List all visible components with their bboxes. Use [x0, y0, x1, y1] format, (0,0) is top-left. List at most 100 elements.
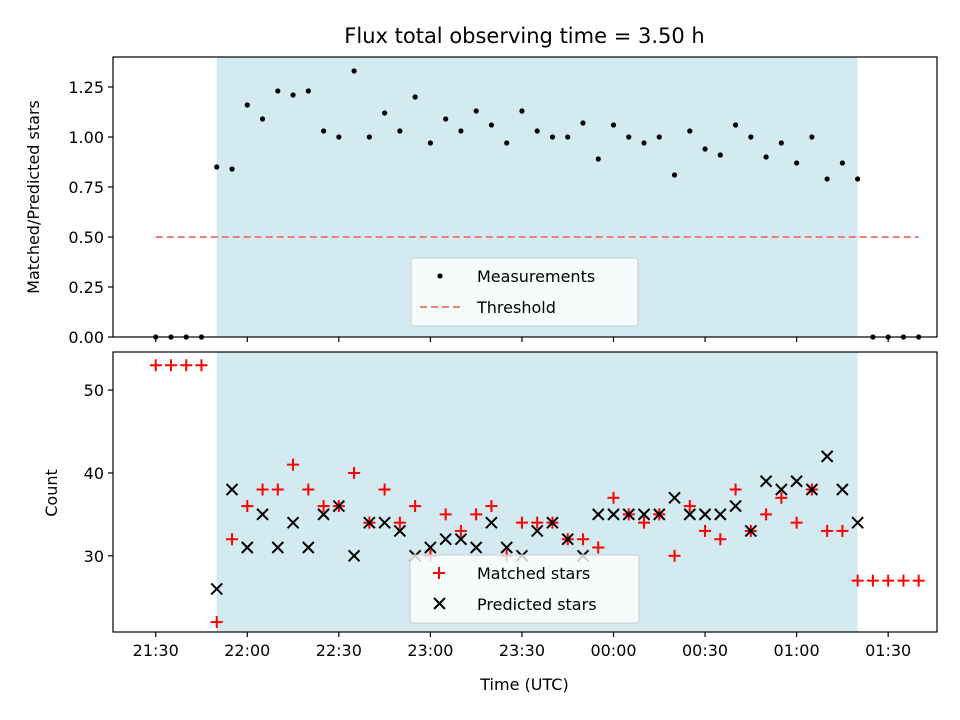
predicted-star-point — [469, 541, 483, 554]
predicted-star-point — [698, 508, 712, 521]
predicted-star-point-b — [485, 516, 498, 529]
matched-star-point — [317, 500, 330, 513]
predicted-star-point-b — [531, 524, 544, 538]
matched-star-point — [210, 616, 223, 629]
matched-star-point — [866, 574, 879, 587]
measurement-point — [809, 134, 815, 140]
measurement-point — [626, 134, 632, 140]
measurement-point — [595, 156, 601, 162]
predicted-star-point-b — [256, 508, 269, 521]
predicted-star-point-b — [805, 483, 819, 496]
predicted-star-point — [393, 524, 407, 538]
predicted-star-point — [286, 516, 300, 529]
x-tick-label: 01:00 — [774, 641, 820, 660]
predicted-star-point — [668, 491, 681, 505]
matched-star-point — [439, 508, 452, 521]
predicted-star-point-b — [592, 508, 605, 521]
y-tick-label: 1.25 — [68, 78, 104, 97]
legend-matched-label: Matched stars — [477, 564, 590, 583]
x-tick-label: 23:30 — [499, 641, 545, 660]
predicted-star-point-b — [637, 508, 651, 521]
measurement-point — [427, 140, 433, 146]
y-tick-label: 0.75 — [68, 178, 104, 197]
y-tick-label: 1.00 — [68, 128, 104, 147]
measurement-point — [839, 160, 845, 166]
predicted-star-point-b — [790, 475, 803, 488]
measurement-point — [382, 110, 388, 116]
matched-star-point — [180, 359, 193, 372]
predicted-star-point-b — [714, 508, 727, 521]
y-tick-label: 50 — [84, 381, 104, 400]
predicted-star-point-b — [210, 582, 223, 596]
predicted-star-point — [454, 533, 468, 546]
predicted-star-point-b — [668, 491, 681, 505]
top-legend-box — [410, 257, 639, 327]
predicted-star-point-b — [469, 541, 483, 554]
predicted-star-point-b — [546, 516, 559, 529]
matched-star-point — [912, 574, 925, 587]
predicted-star-point — [378, 516, 391, 529]
y-tick-label: 0.25 — [68, 278, 104, 297]
predicted-star-point — [546, 516, 559, 529]
measurement-point — [290, 92, 296, 98]
measurement-point — [656, 134, 662, 140]
y-tick-label: 0.00 — [68, 328, 104, 347]
predicted-star-point — [637, 508, 651, 521]
predicted-star-point-b — [561, 533, 574, 546]
measurement-point — [855, 176, 861, 182]
x-axis-label: Time (UTC) — [479, 675, 568, 694]
matched-star-point — [454, 524, 467, 537]
predicted-star-point-b — [729, 499, 742, 513]
measurement-point — [473, 108, 479, 114]
measurement-point — [244, 102, 250, 108]
matched-star-point — [668, 549, 681, 562]
x-tick-label: 22:30 — [316, 641, 362, 660]
matched-star-point — [393, 516, 406, 529]
predicted-star-point-b — [332, 499, 346, 513]
matched-star-point — [226, 533, 239, 546]
predicted-star-point — [729, 499, 742, 513]
predicted-star-point — [332, 499, 346, 513]
matched-star-point — [485, 500, 498, 513]
predicted-star-point-b — [775, 483, 788, 496]
matched-star-point — [821, 524, 834, 537]
matched-star-point — [302, 483, 315, 496]
matched-star-point — [836, 524, 849, 537]
predicted-star-point-b — [683, 508, 697, 521]
matched-star-point — [699, 524, 712, 537]
matched-star-point — [729, 483, 742, 496]
predicted-star-point — [592, 508, 605, 521]
predicted-star-point — [820, 450, 834, 463]
predicted-star-point — [347, 549, 361, 562]
measurement-point — [305, 88, 311, 94]
predicted-star-point-b — [759, 475, 773, 488]
predicted-star-point-b — [851, 516, 864, 529]
matched-star-point — [775, 491, 788, 504]
measurement-point — [565, 134, 571, 140]
matched-star-point — [576, 533, 589, 546]
predicted-star-point-b — [378, 516, 391, 529]
predicted-star-point-b — [317, 508, 330, 521]
predicted-star-point — [439, 533, 452, 546]
predicted-star-point — [836, 483, 849, 496]
predicted-star-point — [210, 582, 223, 596]
measurement-point — [397, 128, 403, 134]
measurement-point — [488, 122, 495, 128]
measurement-point — [458, 128, 464, 134]
legend-matched-marker — [433, 567, 445, 579]
measurement-point — [671, 172, 678, 178]
matched-star-point — [348, 466, 361, 479]
matched-star-point — [241, 500, 254, 513]
y-tick-label: 0.50 — [68, 228, 104, 247]
predicted-star-point — [317, 508, 330, 521]
bottom-y-axis-label: Count — [42, 469, 61, 517]
predicted-star-point — [256, 508, 269, 521]
predicted-star-point-b — [347, 549, 361, 562]
predicted-star-point — [363, 516, 376, 529]
measurement-point — [275, 88, 281, 94]
predicted-star-point-b — [744, 524, 758, 538]
matched-star-point — [164, 359, 177, 372]
predicted-star-point-b — [820, 450, 834, 463]
predicted-star-point-b — [363, 516, 376, 529]
